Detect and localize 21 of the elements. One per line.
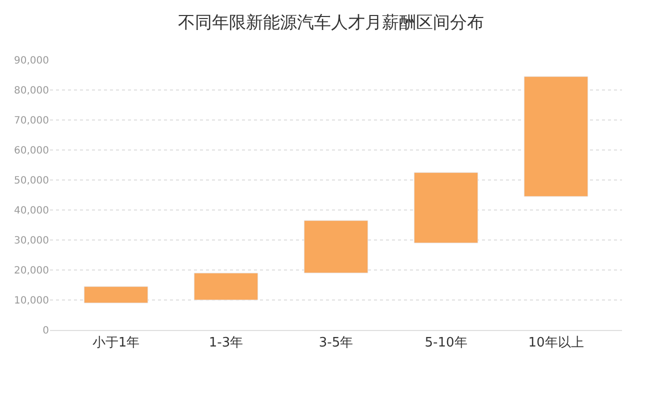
x-tick-label: 10年以上 [528,336,584,351]
bar [414,172,478,244]
bar [194,272,258,300]
x-tick-label: 1-3年 [208,336,244,351]
y-tick-label: 70,000 [14,116,49,126]
y-tick-label: 90,000 [14,56,49,66]
y-tick-label: 0 [42,326,49,336]
y-tick-label: 10,000 [14,296,49,306]
x-tick-label: 5-10年 [424,336,468,351]
y-tick-label: 50,000 [14,176,49,186]
y-tick-label: 30,000 [14,236,49,246]
y-tick-label: 80,000 [14,86,49,96]
x-tick-label: 3-5年 [318,336,354,351]
x-tick-label: 小于1年 [92,336,140,351]
y-tick-label: 40,000 [14,206,49,216]
bar [304,220,368,274]
chart-title: 不同年限新能源汽车人才月薪酬区间分布 [178,12,484,33]
y-tick-label: 60,000 [14,146,49,156]
bar [524,76,588,197]
y-tick-label: 20,000 [14,266,49,276]
bar [84,286,148,304]
